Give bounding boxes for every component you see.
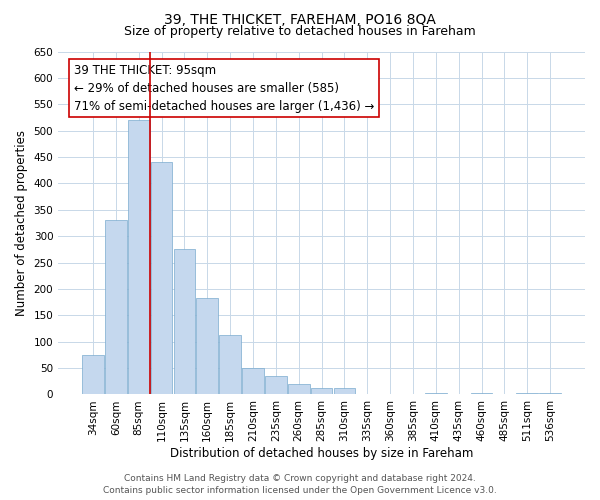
Bar [151,162,172,394]
Bar [539,393,561,394]
Bar [517,393,538,394]
Text: Size of property relative to detached houses in Fareham: Size of property relative to detached ho… [124,25,476,38]
Bar [128,120,149,394]
Text: Contains HM Land Registry data © Crown copyright and database right 2024.
Contai: Contains HM Land Registry data © Crown c… [103,474,497,495]
Bar [288,384,310,394]
Text: 39 THE THICKET: 95sqm
← 29% of detached houses are smaller (585)
71% of semi-det: 39 THE THICKET: 95sqm ← 29% of detached … [74,64,374,112]
Bar [425,393,447,394]
Y-axis label: Number of detached properties: Number of detached properties [15,130,28,316]
Bar [82,355,104,395]
X-axis label: Distribution of detached houses by size in Fareham: Distribution of detached houses by size … [170,447,473,460]
Bar [334,388,355,394]
Bar [219,335,241,394]
Bar [471,393,493,394]
Bar [105,220,127,394]
Bar [265,376,287,394]
Bar [242,368,264,394]
Bar [196,298,218,394]
Bar [311,388,332,394]
Text: 39, THE THICKET, FAREHAM, PO16 8QA: 39, THE THICKET, FAREHAM, PO16 8QA [164,12,436,26]
Bar [173,250,195,394]
